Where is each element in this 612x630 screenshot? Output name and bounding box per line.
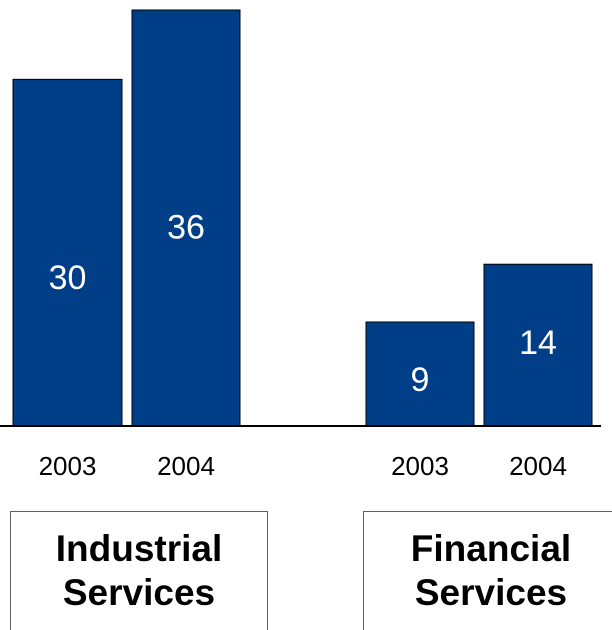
bar-2003-group-0 [12, 78, 123, 427]
category-tick-label: 2003 [39, 451, 97, 481]
bar-value-label: 30 [49, 259, 87, 297]
bar-value-label: 9 [411, 361, 430, 399]
category-tick-label: 2003 [391, 451, 449, 481]
bar-2004-group-1 [483, 263, 593, 427]
group-label-industrial-services: Industrial Services [10, 511, 268, 630]
bar-value-label: 14 [519, 324, 557, 362]
category-tick-label: 2004 [157, 451, 215, 481]
bar-value-label: 36 [167, 208, 205, 246]
group-label-financial-services: Financial Services [363, 511, 612, 630]
category-tick-label: 2004 [509, 451, 567, 481]
bar-chart: 30 2003 36 2004 9 2003 14 2004 [0, 9, 601, 481]
bar-2004-group-0 [131, 9, 241, 427]
bar-2003-group-1 [365, 321, 475, 427]
